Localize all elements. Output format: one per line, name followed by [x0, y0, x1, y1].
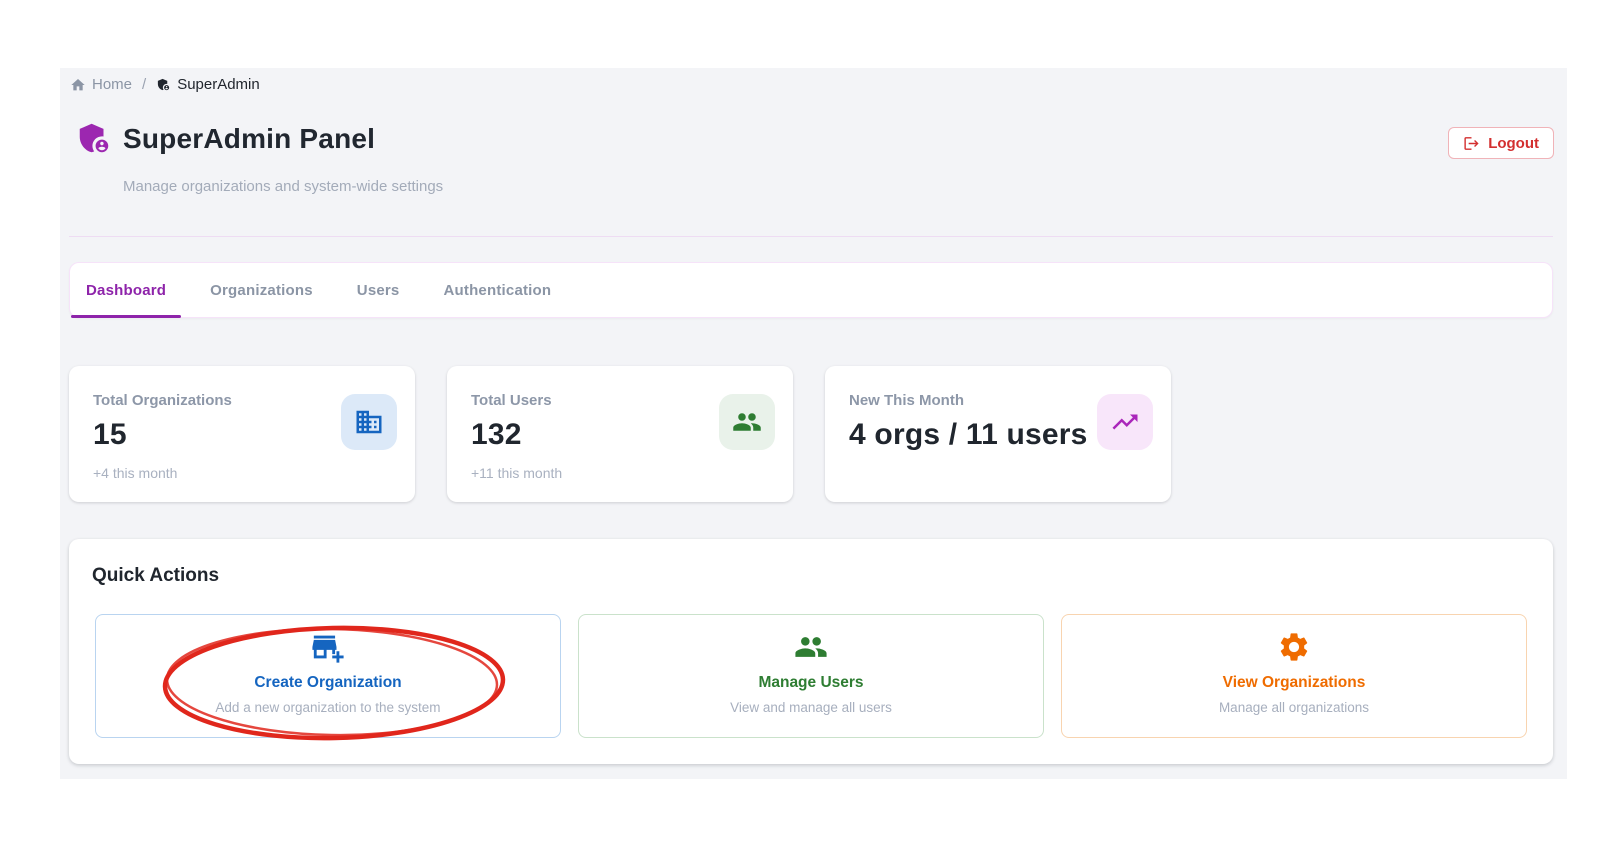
action-description: Add a new organization to the system	[215, 700, 441, 715]
people-icon	[719, 394, 775, 450]
superadmin-content-panel: Home / SuperAdmin SuperAdmin Panel Manag…	[60, 68, 1567, 779]
action-label: Manage Users	[758, 674, 864, 691]
stat-value: 15	[93, 418, 127, 451]
create-organization-button[interactable]: Create Organization Add a new organizati…	[95, 614, 561, 738]
tab-users-label: Users	[356, 281, 400, 299]
manage-users-button[interactable]: Manage Users View and manage all users	[578, 614, 1044, 738]
breadcrumb-current-label: SuperAdmin	[177, 76, 260, 93]
page-title: SuperAdmin Panel	[123, 123, 376, 154]
stat-card-total-users: Total Users 132 +11 this month	[447, 366, 793, 502]
superadmin-shield-icon	[75, 119, 113, 157]
building-icon	[341, 394, 397, 450]
stat-delta: +11 this month	[471, 465, 563, 481]
stat-value: 4 orgs / 11 users	[849, 418, 1088, 451]
tab-organizations-label: Organizations	[210, 281, 313, 299]
tab-users[interactable]: Users	[342, 263, 415, 317]
stat-value: 132	[471, 418, 522, 451]
tab-organizations[interactable]: Organizations	[195, 263, 328, 317]
add-business-icon	[311, 630, 345, 664]
shield-admin-icon	[156, 77, 171, 92]
quick-actions-row: Create Organization Add a new organizati…	[95, 614, 1527, 738]
tab-authentication[interactable]: Authentication	[428, 263, 566, 317]
action-label: View Organizations	[1222, 674, 1366, 691]
trending-up-icon	[1097, 394, 1153, 450]
breadcrumb-home-label: Home	[92, 76, 133, 93]
stat-card-total-organizations: Total Organizations 15 +4 this month	[69, 366, 415, 502]
people-icon	[794, 630, 828, 664]
tab-bar: Dashboard Organizations Users Authentica…	[69, 262, 1553, 318]
header-divider	[69, 236, 1553, 237]
logout-label: Logout	[1488, 134, 1539, 152]
quick-actions-title: Quick Actions	[92, 565, 220, 586]
stats-row: Total Organizations 15 +4 this month Tot…	[69, 366, 1171, 502]
action-label: Create Organization	[254, 674, 402, 691]
stat-label: New This Month	[849, 392, 964, 409]
logout-icon	[1463, 135, 1480, 152]
action-description: Manage all organizations	[1218, 700, 1370, 715]
quick-actions-panel: Quick Actions Create Organization Add a …	[69, 539, 1553, 764]
tab-dashboard-label: Dashboard	[86, 281, 167, 299]
breadcrumb-separator: /	[142, 76, 147, 93]
stat-label: Total Users	[471, 392, 552, 409]
gear-icon	[1277, 630, 1311, 664]
home-icon	[70, 77, 86, 93]
breadcrumb-current: SuperAdmin	[156, 76, 260, 93]
stat-card-new-this-month: New This Month 4 orgs / 11 users	[825, 366, 1171, 502]
tab-dashboard[interactable]: Dashboard	[71, 263, 182, 318]
tab-authentication-label: Authentication	[443, 281, 552, 299]
action-description: View and manage all users	[730, 700, 892, 715]
breadcrumb: Home / SuperAdmin	[70, 76, 260, 93]
stat-delta: +4 this month	[93, 465, 178, 481]
breadcrumb-home-link[interactable]: Home	[70, 76, 132, 93]
logout-button[interactable]: Logout	[1448, 127, 1554, 159]
page-subtitle: Manage organizations and system-wide set…	[123, 178, 444, 195]
stat-label: Total Organizations	[93, 392, 232, 409]
view-organizations-button[interactable]: View Organizations Manage all organizati…	[1061, 614, 1527, 738]
